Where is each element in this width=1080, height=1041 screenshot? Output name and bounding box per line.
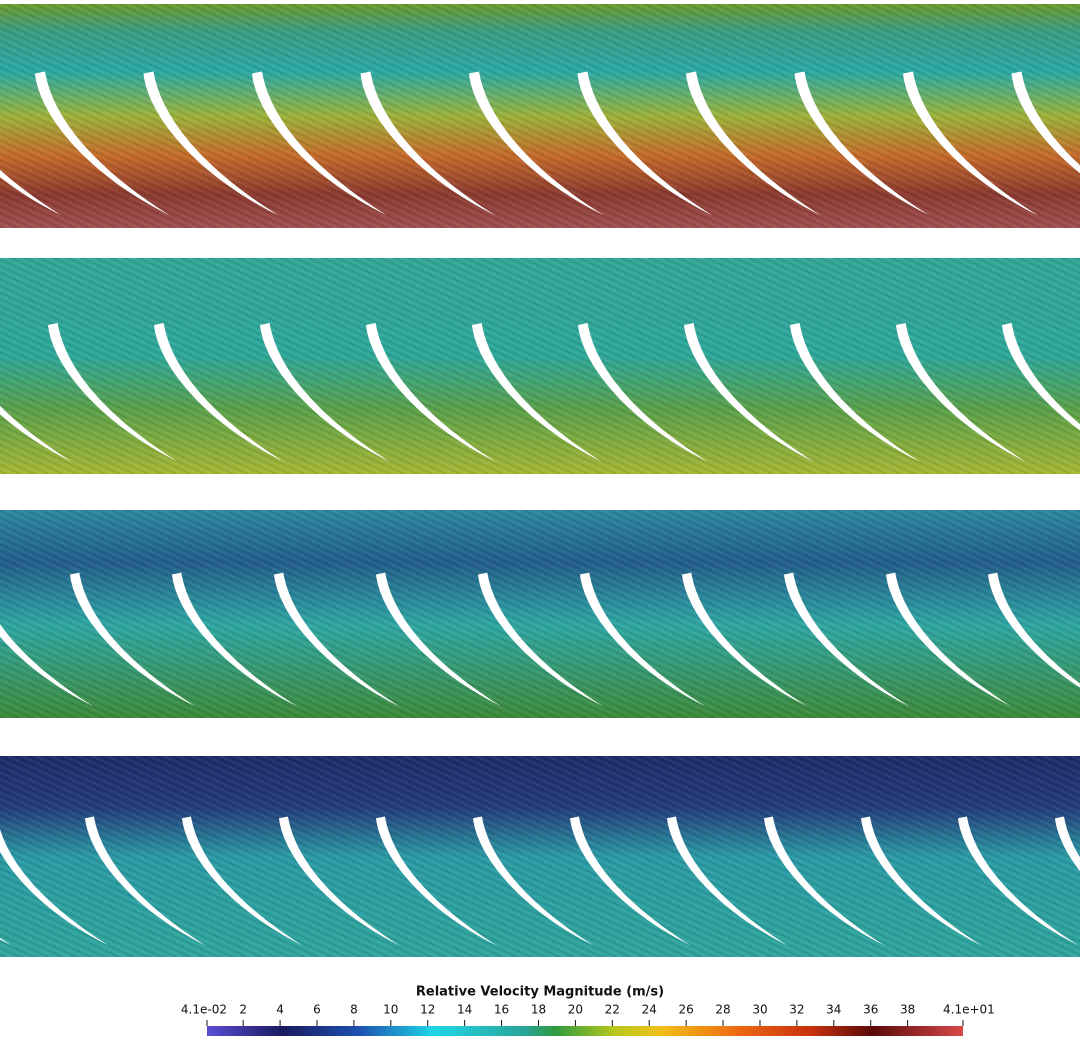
tick-label: 32 xyxy=(789,1003,804,1017)
flow-panel xyxy=(0,4,1080,228)
tick-label: 2 xyxy=(239,1003,247,1017)
flow-panel xyxy=(0,510,1080,718)
flow-panel xyxy=(0,258,1080,474)
tick-label: 16 xyxy=(494,1003,509,1017)
tick-label: 36 xyxy=(863,1003,878,1017)
tick-label: 30 xyxy=(752,1003,767,1017)
streaklines xyxy=(0,510,1080,718)
blade xyxy=(1011,71,1080,174)
tick-label: 22 xyxy=(605,1003,620,1017)
streaklines xyxy=(0,4,1080,228)
tick-label: 12 xyxy=(420,1003,435,1017)
blade xyxy=(1002,323,1080,431)
tick-label: 8 xyxy=(350,1003,358,1017)
colorbar xyxy=(207,1026,963,1036)
tick-label: 10 xyxy=(383,1003,398,1017)
tick-label: 24 xyxy=(642,1003,657,1017)
blade xyxy=(1055,816,1080,872)
flow-panels xyxy=(0,4,1080,957)
tick-label: 14 xyxy=(457,1003,472,1017)
tick-label: 28 xyxy=(715,1003,730,1017)
tick-label: 18 xyxy=(531,1003,546,1017)
tick-label: 20 xyxy=(568,1003,583,1017)
streaklines xyxy=(0,756,1080,957)
tick-label: 4 xyxy=(276,1003,284,1017)
tick-label: 38 xyxy=(900,1003,915,1017)
tick-label: 34 xyxy=(826,1003,841,1017)
flow-panel xyxy=(0,756,1080,957)
tick-label: 26 xyxy=(678,1003,693,1017)
tick-label: 4.1e+01 xyxy=(943,1003,995,1017)
colorbar-title: Relative Velocity Magnitude (m/s) xyxy=(416,985,664,1000)
tick-label: 6 xyxy=(313,1003,321,1017)
tick-label: 4.1e-02 xyxy=(181,1003,227,1017)
blade xyxy=(988,572,1080,688)
